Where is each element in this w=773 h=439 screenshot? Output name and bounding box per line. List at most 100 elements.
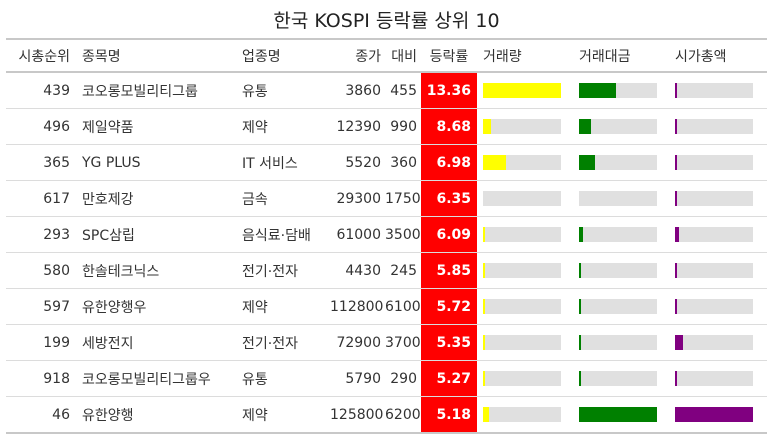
cell-close-price: 12390 xyxy=(330,108,385,145)
trade-value-bar-fill xyxy=(579,263,581,278)
volume-bar-fill xyxy=(483,155,506,170)
col-header-sector[interactable]: 업종명 xyxy=(238,40,330,73)
volume-bar-fill xyxy=(483,299,485,314)
table-row[interactable]: 918 코오롱모빌리티그룹우 유통 5790 290 5.27 xyxy=(6,360,767,397)
cell-market-cap-bar xyxy=(669,144,767,181)
market-cap-bar-fill xyxy=(675,227,679,242)
market-cap-bar-track xyxy=(675,407,753,422)
cell-sector: 유통 xyxy=(238,360,330,397)
cell-sector: 전기·전자 xyxy=(238,252,330,289)
cell-stock-name: SPC삼립 xyxy=(78,216,238,253)
cell-trade-value-bar xyxy=(573,180,669,217)
trade-value-bar-track xyxy=(579,335,657,350)
market-cap-bar-track xyxy=(675,83,753,98)
cell-trade-value-bar xyxy=(573,360,669,397)
cell-sector: IT 서비스 xyxy=(238,144,330,181)
cell-volume-bar xyxy=(477,324,573,361)
trade-value-bar-track xyxy=(579,227,657,242)
table-row[interactable]: 439 코오롱모빌리티그룹 유통 3860 455 13.36 xyxy=(6,72,767,109)
volume-bar-fill xyxy=(483,227,485,242)
table-row[interactable]: 580 한솔테크닉스 전기·전자 4430 245 5.85 xyxy=(6,252,767,289)
trade-value-bar-track xyxy=(579,155,657,170)
cell-change: 3700 xyxy=(385,324,421,361)
cell-market-cap-rank: 617 xyxy=(6,180,78,217)
cell-volume-bar xyxy=(477,108,573,145)
trade-value-bar-fill xyxy=(579,83,616,98)
cell-trade-value-bar xyxy=(573,216,669,253)
cell-volume-bar xyxy=(477,144,573,181)
cell-stock-name: 만호제강 xyxy=(78,180,238,217)
cell-change: 6200 xyxy=(385,396,421,434)
col-header-change[interactable]: 대비 xyxy=(385,40,421,73)
market-cap-bar-fill xyxy=(675,263,677,278)
market-cap-bar-track xyxy=(675,299,753,314)
volume-bar-track xyxy=(483,227,561,242)
trade-value-bar-track xyxy=(579,119,657,134)
cell-sector: 제약 xyxy=(238,108,330,145)
cell-change-rate: 5.85 xyxy=(421,252,477,289)
cell-market-cap-bar xyxy=(669,216,767,253)
col-header-volume[interactable]: 거래량 xyxy=(477,40,573,73)
cell-trade-value-bar xyxy=(573,288,669,325)
table-row[interactable]: 46 유한양행 제약 125800 6200 5.18 xyxy=(6,396,767,434)
cell-change-rate: 5.27 xyxy=(421,360,477,397)
table-row[interactable]: 617 만호제강 금속 29300 1750 6.35 xyxy=(6,180,767,217)
cell-change-rate: 8.68 xyxy=(421,108,477,145)
cell-close-price: 3860 xyxy=(330,72,385,109)
volume-bar-track xyxy=(483,407,561,422)
cell-sector: 금속 xyxy=(238,180,330,217)
table-row[interactable]: 597 유한양행우 제약 112800 6100 5.72 xyxy=(6,288,767,325)
market-cap-bar-track xyxy=(675,335,753,350)
cell-market-cap-bar xyxy=(669,180,767,217)
cell-change: 245 xyxy=(385,252,421,289)
trade-value-bar-fill xyxy=(579,371,581,386)
cell-market-cap-rank: 918 xyxy=(6,360,78,397)
cell-sector: 유통 xyxy=(238,72,330,109)
cell-stock-name: 코오롱모빌리티그룹 xyxy=(78,72,238,109)
volume-bar-fill xyxy=(483,263,485,278)
cell-market-cap-bar xyxy=(669,252,767,289)
table-row[interactable]: 199 세방전지 전기·전자 72900 3700 5.35 xyxy=(6,324,767,361)
cell-trade-value-bar xyxy=(573,396,669,434)
col-header-trade-value[interactable]: 거래대금 xyxy=(573,40,669,73)
market-cap-bar-fill xyxy=(675,119,677,134)
cell-trade-value-bar xyxy=(573,144,669,181)
cell-change-rate: 5.72 xyxy=(421,288,477,325)
cell-market-cap-rank: 199 xyxy=(6,324,78,361)
col-header-market-cap[interactable]: 시가총액 xyxy=(669,40,767,73)
header-row: 시총순위 종목명 업종명 종가 대비 등락률 거래량 거래대금 시가총액 xyxy=(6,40,767,73)
cell-close-price: 72900 xyxy=(330,324,385,361)
market-cap-bar-track xyxy=(675,263,753,278)
trade-value-bar-track xyxy=(579,83,657,98)
cell-sector: 전기·전자 xyxy=(238,324,330,361)
trade-value-bar-fill xyxy=(579,407,657,422)
cell-trade-value-bar xyxy=(573,108,669,145)
market-cap-bar-fill xyxy=(675,191,677,206)
col-header-close-price[interactable]: 종가 xyxy=(330,40,385,73)
trade-value-bar-fill xyxy=(579,335,581,350)
trade-value-bar-track xyxy=(579,371,657,386)
cell-volume-bar xyxy=(477,288,573,325)
market-cap-bar-fill xyxy=(675,371,677,386)
cell-sector: 제약 xyxy=(238,396,330,434)
cell-market-cap-rank: 580 xyxy=(6,252,78,289)
cell-trade-value-bar xyxy=(573,72,669,109)
table-row[interactable]: 293 SPC삼립 음식료·담배 61000 3500 6.09 xyxy=(6,216,767,253)
cell-market-cap-rank: 439 xyxy=(6,72,78,109)
volume-bar-fill xyxy=(483,83,561,98)
volume-bar-fill xyxy=(483,371,485,386)
cell-stock-name: 제일약품 xyxy=(78,108,238,145)
cell-volume-bar xyxy=(477,396,573,434)
col-header-market-cap-rank[interactable]: 시총순위 xyxy=(6,40,78,73)
table-row[interactable]: 496 제일약품 제약 12390 990 8.68 xyxy=(6,108,767,145)
volume-bar-track xyxy=(483,335,561,350)
col-header-change-rate[interactable]: 등락률 xyxy=(421,40,477,73)
table-row[interactable]: 365 YG PLUS IT 서비스 5520 360 6.98 xyxy=(6,144,767,181)
col-header-stock-name[interactable]: 종목명 xyxy=(78,40,238,73)
market-cap-bar-fill xyxy=(675,335,683,350)
trade-value-bar-track xyxy=(579,407,657,422)
market-cap-bar-track xyxy=(675,119,753,134)
volume-bar-track xyxy=(483,119,561,134)
trade-value-bar-fill xyxy=(579,299,581,314)
